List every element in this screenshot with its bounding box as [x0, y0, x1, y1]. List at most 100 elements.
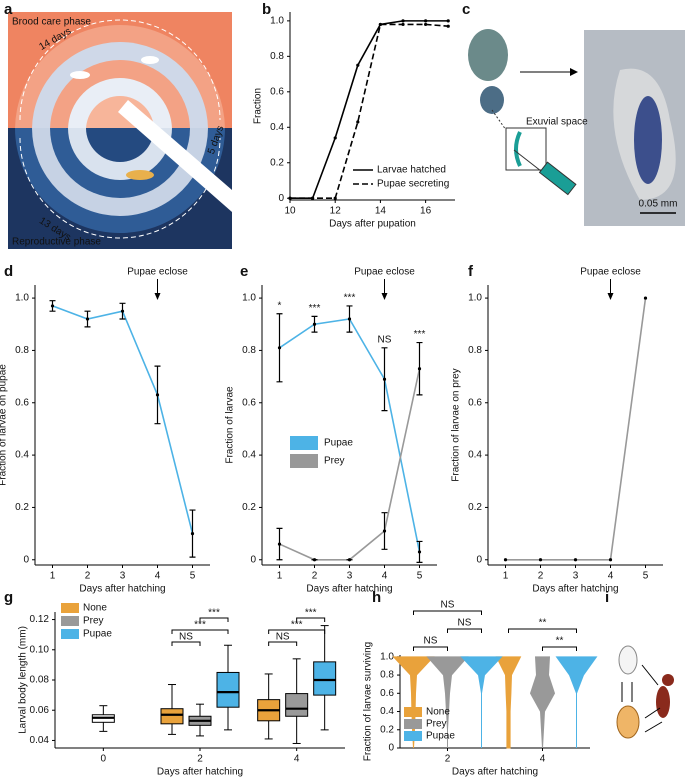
- data-point: [347, 317, 352, 321]
- significance-label: ***: [309, 303, 321, 314]
- data-point: [378, 22, 383, 27]
- data-line: [290, 23, 449, 200]
- data-point: [277, 542, 282, 546]
- data-point: [424, 22, 428, 27]
- bracket-label: ***: [208, 608, 220, 619]
- legend-label: Pupae: [324, 438, 353, 449]
- data-point: [120, 309, 125, 313]
- legend-label: Prey: [324, 456, 345, 467]
- bracket: [542, 646, 577, 651]
- y-tick-label: 0.8: [270, 51, 284, 62]
- data-point: [190, 531, 195, 536]
- x-axis-label: Days after hatching: [532, 584, 618, 595]
- data-point: [312, 322, 317, 326]
- x-tick-label: 3: [120, 571, 126, 582]
- data-point: [50, 304, 55, 308]
- y-tick-label: 0: [250, 554, 256, 565]
- data-point: [312, 558, 317, 562]
- panel-label: b: [262, 1, 271, 18]
- y-tick-label: 0.6: [270, 86, 284, 97]
- data-line: [290, 20, 449, 200]
- x-tick-label: 2: [538, 571, 544, 582]
- x-tick-label: 4: [608, 571, 614, 582]
- annotation-arrowhead: [607, 293, 614, 300]
- x-tick-label: 4: [294, 754, 300, 765]
- panel-label: c: [462, 1, 470, 18]
- annotation: Pupae eclose: [354, 267, 415, 278]
- bracket-label: NS: [276, 632, 290, 643]
- y-tick-label: 0.4: [468, 450, 482, 461]
- significance-label: NS: [378, 334, 392, 345]
- y-tick-label: 0.2: [15, 502, 29, 513]
- bracket: [296, 617, 326, 622]
- legend-swatch: [61, 629, 79, 639]
- y-tick-label: 0.6: [15, 397, 29, 408]
- illustration-label: Brood care phase: [12, 17, 91, 28]
- data-point: [538, 558, 543, 562]
- bracket: [447, 628, 482, 633]
- x-tick-label: 0: [101, 754, 107, 765]
- bracket: [268, 641, 298, 646]
- data-line: [279, 318, 421, 553]
- illustration-label: 0.05 mm: [639, 199, 678, 210]
- data-point: [424, 19, 428, 23]
- illustration-label: Exuvial space: [526, 117, 588, 128]
- violin: [426, 656, 469, 748]
- data-point: [417, 367, 422, 371]
- x-tick-label: 14: [375, 206, 387, 217]
- bracket: [413, 610, 482, 615]
- y-tick-label: 0.12: [30, 614, 50, 625]
- annotation-arrowhead: [154, 293, 161, 300]
- bracket: [268, 629, 326, 634]
- y-tick-label: 0.2: [270, 157, 284, 168]
- y-axis-label: Fraction of larvae: [225, 386, 236, 464]
- significance-label: *: [278, 300, 282, 311]
- y-tick-label: 1.0: [270, 16, 284, 27]
- legend-swatch: [404, 707, 422, 717]
- data-line: [505, 297, 647, 561]
- annotation: Pupae eclose: [580, 267, 641, 278]
- legend-label: None: [83, 603, 107, 614]
- data-point: [643, 296, 648, 300]
- x-tick-label: 1: [50, 571, 56, 582]
- x-tick-label: 2: [197, 754, 203, 765]
- legend-label: Pupae: [83, 629, 112, 640]
- bracket-label: NS: [424, 636, 438, 647]
- y-tick-label: 0.08: [30, 675, 50, 686]
- x-tick-label: 2: [85, 571, 91, 582]
- legend-label: Larvae hatched: [377, 165, 446, 176]
- data-point: [333, 136, 337, 140]
- annotation: Pupae eclose: [127, 267, 188, 278]
- x-axis-label: Days after hatching: [157, 767, 243, 778]
- bracket: [199, 617, 229, 622]
- bracket-label: ***: [291, 620, 303, 631]
- y-tick-label: 0.6: [468, 397, 482, 408]
- x-axis-label: Days after hatching: [452, 767, 538, 778]
- bracket-label: NS: [441, 600, 455, 611]
- data-point: [356, 63, 360, 67]
- y-axis-label: Fraction: [253, 88, 264, 124]
- y-axis-label: Fraction of larvae on prey: [451, 368, 462, 481]
- violin: [495, 656, 522, 749]
- y-tick-label: 0.4: [242, 450, 256, 461]
- panel-c-art: [468, 29, 685, 226]
- legend-swatch: [404, 731, 422, 741]
- bracket-label: **: [556, 636, 564, 647]
- y-tick-label: 1.0: [15, 293, 29, 304]
- panel-label: g: [4, 589, 13, 606]
- y-tick-label: 0.8: [468, 345, 482, 356]
- panel-label: h: [372, 589, 381, 606]
- y-tick-label: 0.8: [380, 670, 394, 681]
- y-axis-label: Fraction of larvae on pupae: [0, 364, 9, 486]
- x-tick-label: 2: [312, 571, 318, 582]
- x-tick-label: 1: [277, 571, 283, 582]
- data-point: [382, 529, 387, 533]
- data-point: [417, 550, 422, 554]
- box: [216, 671, 240, 708]
- y-axis-label: Larval body length (mm): [18, 626, 29, 734]
- x-tick-label: 12: [330, 206, 342, 217]
- x-tick-label: 5: [417, 571, 423, 582]
- x-tick-label: 5: [643, 571, 649, 582]
- y-tick-label: 0: [23, 554, 29, 565]
